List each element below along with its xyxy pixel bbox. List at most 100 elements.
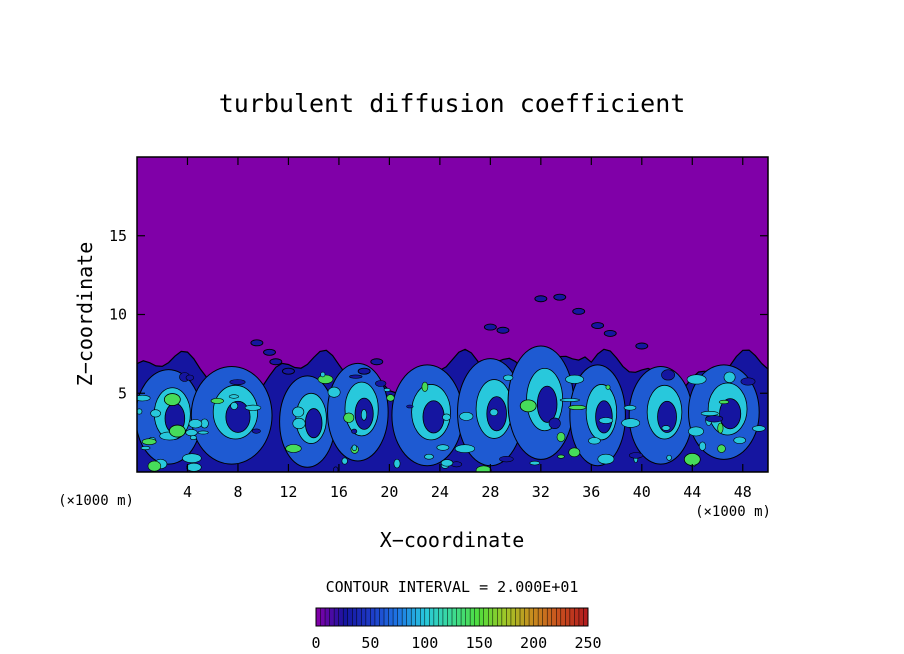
field-patch bbox=[556, 432, 566, 442]
colorbar-swatch bbox=[483, 608, 489, 626]
x-tick-label: 48 bbox=[734, 483, 752, 501]
field-patch bbox=[137, 408, 143, 415]
x-unit-left: (×1000 m) bbox=[58, 493, 134, 509]
x-tick-label: 36 bbox=[582, 483, 600, 501]
colorbar-swatch bbox=[338, 608, 344, 626]
field-patch bbox=[421, 381, 429, 392]
field-patch bbox=[351, 444, 358, 451]
colorbar-swatch bbox=[433, 608, 439, 626]
field-patch bbox=[406, 404, 414, 409]
colorbar-swatch bbox=[501, 608, 507, 626]
contour-interval-text: CONTOUR INTERVAL = 2.000E+01 bbox=[326, 578, 579, 596]
field-patch bbox=[351, 428, 358, 434]
field-patch bbox=[717, 422, 724, 434]
eddy-inner bbox=[595, 400, 613, 434]
colorbar-swatch bbox=[474, 608, 480, 626]
colorbar-swatch bbox=[438, 608, 444, 626]
field-patch bbox=[317, 374, 334, 384]
eddy-inner bbox=[304, 408, 323, 439]
colorbar-swatch bbox=[533, 608, 539, 626]
field-patch bbox=[499, 456, 514, 463]
colorbar-swatch bbox=[492, 608, 498, 626]
upper-filament bbox=[591, 322, 605, 329]
field-patch bbox=[140, 445, 151, 450]
x-tick-label: 16 bbox=[330, 483, 348, 501]
colorbar-swatch bbox=[397, 608, 403, 626]
field-patch bbox=[666, 454, 672, 461]
field-patch bbox=[436, 444, 450, 451]
colorbar-swatch bbox=[393, 608, 398, 626]
colorbar-swatch bbox=[447, 608, 453, 626]
eddy-inner bbox=[536, 385, 558, 423]
colorbar-swatch bbox=[329, 608, 335, 626]
field-patch bbox=[147, 460, 162, 472]
field-patch bbox=[150, 409, 161, 418]
colorbar-swatch bbox=[524, 608, 530, 626]
colorbar-swatch bbox=[424, 608, 430, 626]
field-patch bbox=[623, 405, 637, 411]
x-tick-label: 12 bbox=[279, 483, 297, 501]
y-axis-label: Z−coordinate bbox=[73, 242, 97, 387]
plot-area bbox=[136, 156, 769, 473]
field-patch bbox=[733, 436, 747, 444]
colorbar-swatch bbox=[334, 608, 339, 626]
field-patch bbox=[548, 417, 561, 429]
colorbar-swatch bbox=[325, 608, 330, 626]
x-tick-label: 40 bbox=[633, 483, 651, 501]
field-patch bbox=[503, 374, 514, 381]
x-tick-label: 32 bbox=[532, 483, 550, 501]
colorbar-swatch bbox=[465, 608, 471, 626]
field-patch bbox=[360, 408, 367, 421]
field-patch bbox=[568, 404, 587, 410]
colorbar-swatch bbox=[365, 608, 371, 626]
x-tick-label: 28 bbox=[481, 483, 499, 501]
field-patch bbox=[383, 387, 391, 392]
colorbar-swatch bbox=[456, 608, 462, 626]
y-axis: 5 10 15 bbox=[109, 227, 768, 402]
colorbar-swatch bbox=[415, 608, 421, 626]
field-patch bbox=[333, 466, 339, 472]
field-patch bbox=[292, 406, 305, 418]
x-tick-label: 24 bbox=[431, 483, 449, 501]
field-patch bbox=[568, 447, 581, 458]
colorbar-swatch bbox=[384, 608, 389, 626]
field-patch bbox=[137, 394, 151, 402]
field-peak bbox=[163, 393, 181, 406]
chart-title: turbulent diffusion coefficient bbox=[219, 89, 686, 118]
field-patch bbox=[386, 394, 395, 402]
field-patch bbox=[292, 417, 306, 430]
field-patch bbox=[424, 453, 434, 460]
field-peak bbox=[519, 399, 537, 413]
colorbar-swatch bbox=[343, 608, 348, 626]
upper-filament bbox=[553, 293, 567, 301]
colorbar-swatch bbox=[388, 608, 394, 626]
colorbar-tick-label: 0 bbox=[311, 634, 320, 652]
eddy-inner bbox=[225, 400, 251, 433]
field-patch bbox=[565, 374, 585, 384]
upper-filament bbox=[572, 307, 586, 315]
field-patch bbox=[349, 374, 363, 379]
colorbar-swatch bbox=[452, 608, 457, 626]
colorbar-swatch bbox=[429, 608, 435, 626]
field-patch bbox=[698, 441, 706, 451]
field-patch bbox=[343, 412, 355, 423]
colorbar-swatch bbox=[488, 608, 493, 626]
field-patch bbox=[700, 410, 719, 416]
colorbar-swatch bbox=[520, 608, 525, 626]
upper-filament bbox=[534, 295, 548, 303]
colorbar-swatch bbox=[510, 608, 516, 626]
colorbar-frame bbox=[315, 607, 589, 627]
field-patch bbox=[285, 444, 302, 453]
x-axis-label: X−coordinate bbox=[380, 528, 525, 552]
colorbar-swatch bbox=[320, 608, 326, 626]
x-tick-label: 44 bbox=[683, 483, 701, 501]
field-patch bbox=[229, 379, 246, 385]
field-patch bbox=[244, 404, 262, 411]
colorbar-swatch bbox=[347, 608, 353, 626]
colorbar-swatch bbox=[470, 608, 475, 626]
field-patch bbox=[661, 369, 675, 381]
field-patch bbox=[752, 425, 766, 432]
field-patch bbox=[717, 444, 726, 453]
upper-filament bbox=[603, 329, 617, 337]
